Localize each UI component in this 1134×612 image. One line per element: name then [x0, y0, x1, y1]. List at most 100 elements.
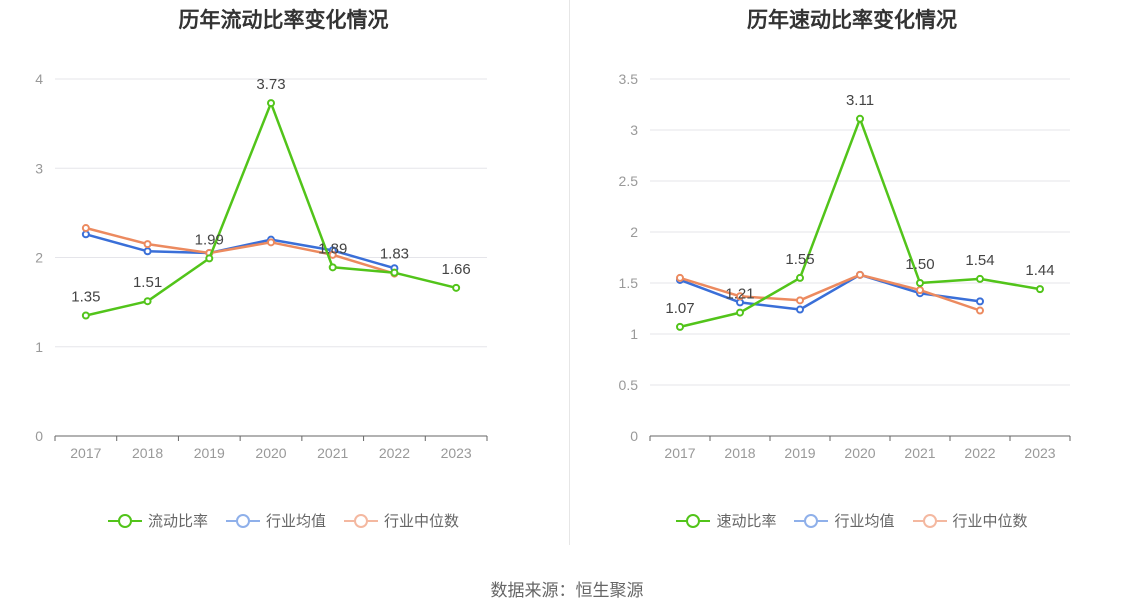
y-tick-label: 0 — [630, 428, 638, 444]
data-point — [976, 306, 984, 315]
chart-title: 历年流动比率变化情况 — [178, 9, 389, 32]
legend-item-industry-median[interactable]: 行业中位数 — [344, 510, 459, 531]
data-point — [796, 305, 804, 314]
y-tick-label: 2.5 — [619, 173, 639, 189]
data-label: 1.35 — [71, 289, 100, 306]
y-tick-label: 1 — [35, 339, 43, 355]
quick-ratio-chart: 历年速动比率变化情况 0 0.5 1 1.5 2 2.5 3 3.5 2017 2018 2019 2… — [570, 0, 1134, 545]
data-source-note: 数据来源：恒生聚源 — [490, 581, 644, 600]
data-label: 1.55 — [785, 251, 814, 268]
legend-dot — [804, 513, 819, 528]
legend-label: 行业均值 — [834, 513, 895, 530]
data-point — [452, 283, 461, 292]
data-point — [976, 297, 984, 306]
current-ratio-plot: 0 1 2 3 4 2017 2018 2019 2020 2021 2022 2023 1.35 1.5… — [35, 71, 488, 461]
y-tick-label: 3.5 — [619, 71, 639, 87]
data-point — [143, 297, 152, 306]
current-ratio-chart: 历年流动比率变化情况 0 1 2 3 4 2017 2018 2019 2020 2021 2022… — [0, 0, 567, 545]
legend-marker-icon — [676, 513, 711, 529]
data-label: 1.54 — [965, 252, 994, 269]
data-point — [856, 114, 864, 123]
legend-marker-icon — [344, 513, 378, 529]
legend: 流动比率 行业均值 行业中位数 — [0, 510, 567, 531]
legend: 速动比率 行业均值 行业中位数 — [570, 510, 1134, 531]
data-point — [328, 250, 337, 259]
legend-item-industry-mean[interactable]: 行业均值 — [794, 510, 895, 531]
panel-divider — [569, 0, 570, 545]
data-label: 1.44 — [1025, 262, 1054, 279]
x-tick-label: 2020 — [255, 445, 286, 461]
legend-dot — [922, 513, 937, 528]
legend-item-quick-ratio[interactable]: 速动比率 — [676, 510, 776, 531]
legend-item-current-ratio[interactable]: 流动比率 — [107, 510, 208, 531]
y-tick-label: 2 — [35, 250, 43, 266]
data-label: 3.11 — [846, 92, 874, 109]
legend-dot — [686, 513, 701, 528]
data-point — [267, 99, 275, 108]
y-tick-label: 4 — [35, 71, 43, 87]
series-line — [85, 226, 395, 275]
x-tick-label: 2023 — [1024, 445, 1055, 461]
x-tick-label: 2021 — [904, 445, 935, 461]
x-tick-label: 2021 — [317, 445, 348, 461]
legend-marker-icon — [912, 513, 947, 529]
legend-marker-icon — [794, 513, 829, 529]
series-line — [85, 233, 395, 270]
chart-title: 历年速动比率变化情况 — [747, 9, 957, 32]
data-point — [796, 273, 804, 282]
data-label: 1.51 — [133, 274, 162, 291]
data-label: 1.21 — [725, 286, 754, 303]
data-label: 1.66 — [442, 261, 471, 278]
legend-label: 速动比率 — [716, 513, 777, 530]
data-point — [328, 263, 337, 272]
y-tick-label: 1 — [630, 326, 638, 342]
data-point — [916, 286, 924, 295]
data-point — [81, 224, 90, 233]
data-label: 3.73 — [256, 76, 285, 93]
data-point — [796, 296, 804, 305]
data-point — [856, 270, 864, 279]
legend-dot — [117, 513, 132, 528]
data-point — [205, 254, 214, 263]
data-point — [676, 322, 684, 331]
x-tick-label: 2020 — [844, 445, 875, 461]
data-point — [976, 274, 984, 283]
legend-marker-icon — [225, 513, 260, 529]
x-tick-label: 2022 — [964, 445, 995, 461]
y-tick-label: 2 — [630, 224, 638, 240]
data-point — [143, 240, 152, 249]
x-tick-label: 2017 — [70, 445, 101, 461]
data-label: 1.50 — [905, 256, 934, 273]
x-tick-label: 2019 — [784, 445, 815, 461]
legend-item-industry-median[interactable]: 行业中位数 — [912, 510, 1028, 531]
legend-dot — [235, 513, 250, 528]
y-tick-label: 0.5 — [619, 377, 639, 393]
data-label: 1.99 — [195, 231, 224, 248]
legend-dot — [354, 513, 368, 528]
x-tick-label: 2022 — [379, 445, 410, 461]
data-label: 1.83 — [380, 246, 409, 263]
x-tick-label: 2023 — [441, 445, 472, 461]
data-point — [267, 238, 275, 247]
data-label: 1.89 — [318, 240, 347, 257]
data-point — [143, 247, 152, 256]
quick-ratio-plot: 0 0.5 1 1.5 2 2.5 3 3.5 2017 2018 2019 2020 2021 2022… — [619, 71, 1071, 461]
x-tick-label: 2018 — [724, 445, 755, 461]
data-point — [1036, 285, 1044, 294]
data-point — [81, 311, 90, 320]
legend-label: 行业中位数 — [952, 513, 1028, 530]
data-point — [81, 230, 90, 239]
data-point — [736, 308, 744, 317]
data-point — [736, 292, 744, 301]
legend-marker-icon — [107, 513, 142, 529]
legend-label: 流动比率 — [147, 513, 208, 530]
legend-item-industry-mean[interactable]: 行业均值 — [225, 510, 326, 531]
y-tick-label: 0 — [35, 428, 43, 444]
y-tick-label: 3 — [630, 122, 638, 138]
x-tick-label: 2019 — [194, 445, 225, 461]
data-label: 1.07 — [665, 300, 694, 317]
data-point — [390, 268, 399, 277]
data-point — [916, 279, 924, 287]
legend-label: 行业中位数 — [384, 513, 460, 530]
x-tick-label: 2018 — [132, 445, 163, 461]
